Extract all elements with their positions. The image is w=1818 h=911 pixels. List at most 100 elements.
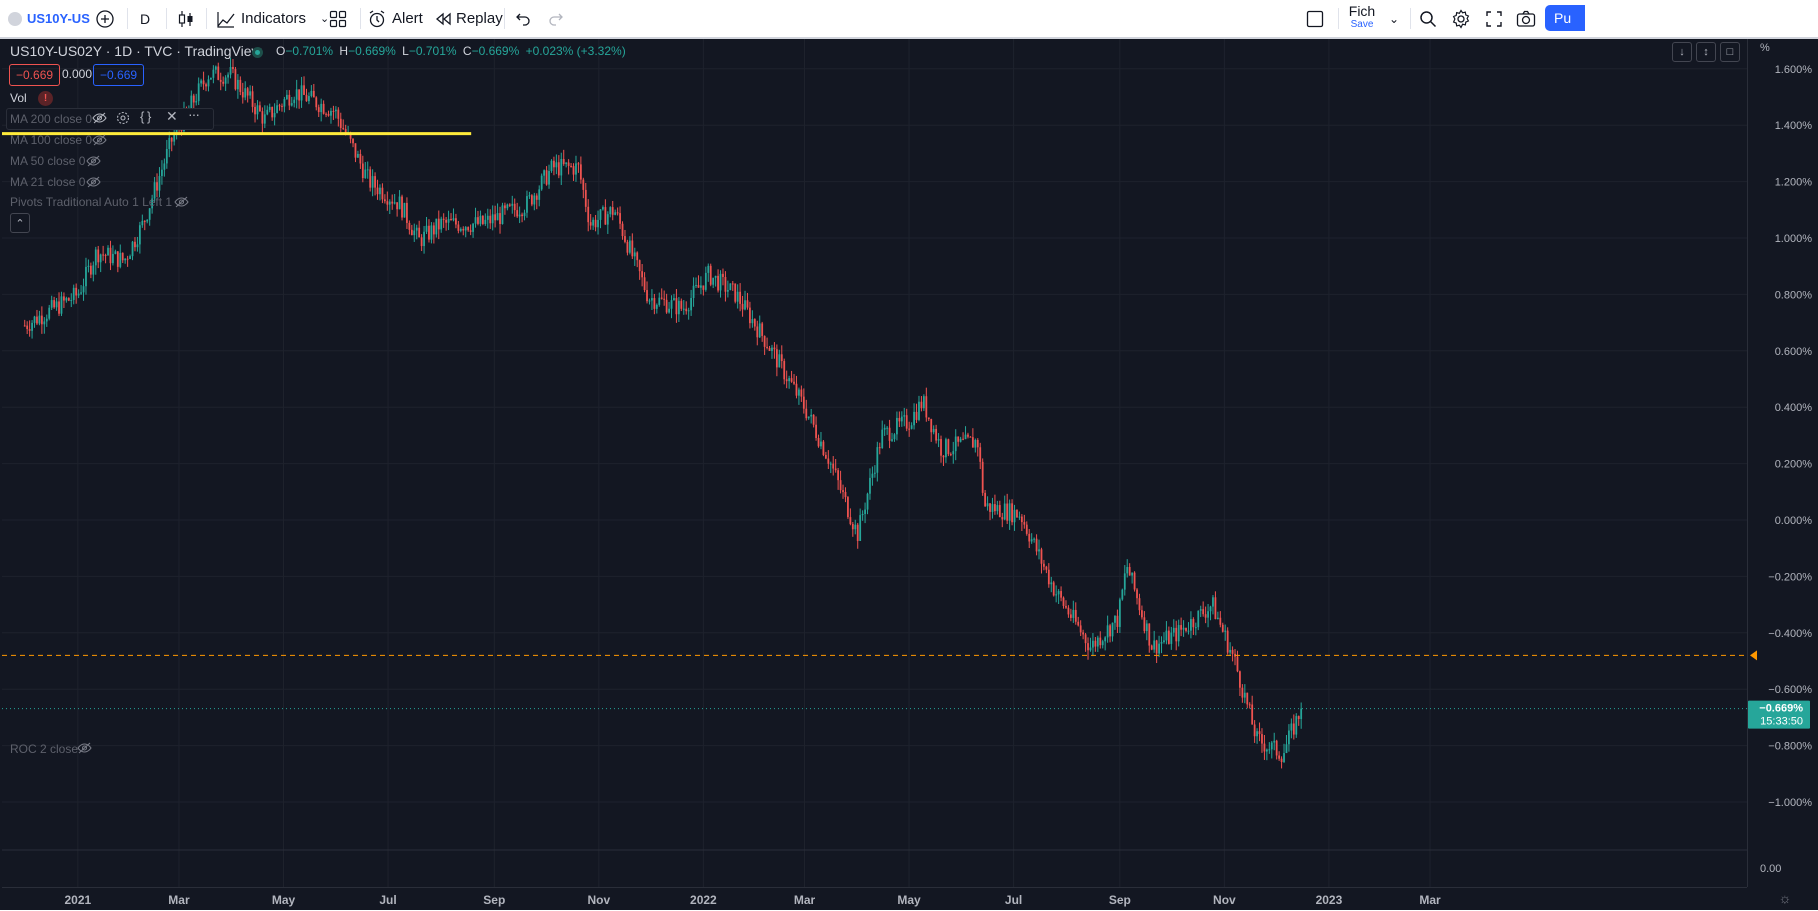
candle-body [437, 218, 440, 230]
chevron-down-icon[interactable]: ⌄ [320, 13, 330, 25]
alert-button[interactable]: Alert [367, 0, 423, 37]
candle-body [513, 203, 516, 211]
price-chart[interactable] [2, 39, 1747, 887]
candle-body [406, 202, 408, 223]
time-axis[interactable]: 2021 Mar May Jul Sep Nov 2022 Mar May Jul Sep Nov 20… [2, 887, 1747, 911]
price-tick-label: −0.200% [1768, 571, 1812, 583]
collapse-legend-chevron-up-icon[interactable]: ⌃ [10, 213, 30, 233]
candle-body [1153, 640, 1156, 650]
axis-settings-gear-icon[interactable]: ☼ [1778, 890, 1792, 906]
chart-area[interactable]: US10Y-US02Y · 1D · TVC · TradingView O−0… [0, 39, 1818, 910]
indicator-pivots-label[interactable]: Pivots Traditional Auto 1 Left 1 [10, 195, 173, 209]
candle-body [222, 81, 225, 84]
candles-chart-type-icon[interactable] [174, 0, 198, 37]
gear-icon[interactable] [116, 111, 130, 125]
candle-body [1030, 539, 1033, 542]
publish-button[interactable]: Pu [1545, 5, 1585, 31]
candle-body [577, 163, 580, 165]
candle-body [489, 215, 492, 224]
buy-price-pill[interactable]: −0.669 [93, 64, 145, 86]
candle-body [704, 272, 707, 290]
candle-body [364, 169, 367, 179]
symbol-title[interactable]: US10Y-US02Y · 1D · TVC · TradingView [10, 43, 262, 59]
candle-body [457, 224, 460, 231]
candle-body [28, 329, 31, 331]
candle-body [746, 300, 749, 308]
eye-crossed-icon[interactable] [92, 134, 107, 146]
candle-body [1248, 704, 1251, 706]
roc-indicator-label[interactable]: ROC 2 close [10, 742, 79, 756]
layout-save-button[interactable]: Fich Save [1344, 3, 1380, 33]
eye-crossed-icon[interactable] [92, 112, 107, 124]
candle-body [452, 218, 455, 221]
move-pane-down-icon[interactable]: ↓ [1672, 42, 1692, 62]
price-axis[interactable]: % 1.600% 1.400% 1.200% 1.000% 0.800% 0.600% 0.4… [1747, 39, 1818, 887]
candle-body [511, 203, 514, 206]
close-icon[interactable]: ✕ [166, 108, 178, 124]
maximize-pane-icon[interactable]: □ [1720, 42, 1740, 62]
indicator-ma100-label[interactable]: MA 100 close 0 [10, 133, 93, 147]
replay-button[interactable]: Replay [434, 0, 503, 37]
candle-body [753, 319, 756, 327]
candle-body [886, 427, 889, 429]
candle-body [962, 438, 964, 440]
candle-body [1270, 742, 1273, 750]
more-icon[interactable]: ··· [188, 106, 200, 122]
candle-body [526, 196, 528, 213]
candle-body [266, 109, 269, 115]
candle-body [643, 277, 646, 291]
candle-body [516, 210, 519, 217]
main-pane[interactable]: US10Y-US02Y · 1D · TVC · TradingView O−0… [2, 39, 1747, 887]
select-layout-icon[interactable] [1303, 0, 1327, 37]
eye-crossed-icon[interactable] [174, 196, 189, 208]
candle-body [290, 103, 293, 106]
candle-body [567, 162, 570, 166]
candle-body [227, 74, 229, 78]
interval-button[interactable]: D [140, 10, 151, 27]
indicator-ma21-label[interactable]: MA 21 close 0 [10, 175, 86, 189]
candle-body [462, 228, 465, 231]
volume-label[interactable]: Vol [10, 91, 27, 105]
candle-body [682, 308, 685, 310]
volume-warning-icon[interactable]: ! [38, 91, 53, 106]
gear-icon[interactable] [1450, 0, 1472, 37]
symbol-search[interactable]: US10Y-US [8, 0, 91, 37]
sell-price-pill[interactable]: −0.669 [9, 64, 61, 86]
indicators-button[interactable]: Indicators ⌄ [216, 0, 329, 37]
candle-body [1092, 640, 1094, 648]
candle-body [1114, 615, 1116, 623]
redo-icon[interactable] [545, 0, 567, 37]
price-tick-label: −0.800% [1768, 741, 1812, 753]
compare-add-icon[interactable] [92, 0, 118, 37]
symbol-name: US10Y-US [27, 11, 90, 26]
candle-body [947, 439, 950, 455]
candle-body [1035, 538, 1038, 552]
candle-body [1043, 563, 1045, 567]
candle-body [989, 503, 991, 512]
eye-crossed-icon[interactable] [86, 155, 101, 167]
layout-grid-icon[interactable] [326, 0, 350, 37]
fullscreen-icon[interactable] [1483, 0, 1505, 37]
eye-crossed-icon[interactable] [86, 176, 101, 188]
candle-body [153, 182, 156, 199]
candle-body [1099, 637, 1102, 646]
undo-icon[interactable] [512, 0, 534, 37]
camera-icon[interactable] [1515, 0, 1537, 37]
search-icon[interactable] [1417, 0, 1439, 37]
eye-crossed-icon[interactable] [77, 742, 92, 754]
time-tick-label: 2021 [65, 893, 92, 907]
candle-body [597, 219, 599, 228]
candle-body [72, 287, 75, 300]
indicator-row-ma200[interactable] [6, 108, 214, 130]
time-tick-label: May [272, 893, 296, 907]
collapse-pane-icon[interactable]: ↕ [1696, 42, 1716, 62]
indicator-ma50-label[interactable]: MA 50 close 0 [10, 154, 86, 168]
candle-body [109, 247, 112, 264]
candle-body [604, 207, 607, 225]
time-tick-label: Nov [588, 893, 611, 907]
candle-body [337, 109, 340, 119]
source-code-icon[interactable]: { } [140, 109, 152, 124]
candle-body [1221, 624, 1224, 632]
candle-body [308, 96, 310, 102]
save-menu-chevron-icon[interactable]: ⌄ [1388, 11, 1400, 26]
